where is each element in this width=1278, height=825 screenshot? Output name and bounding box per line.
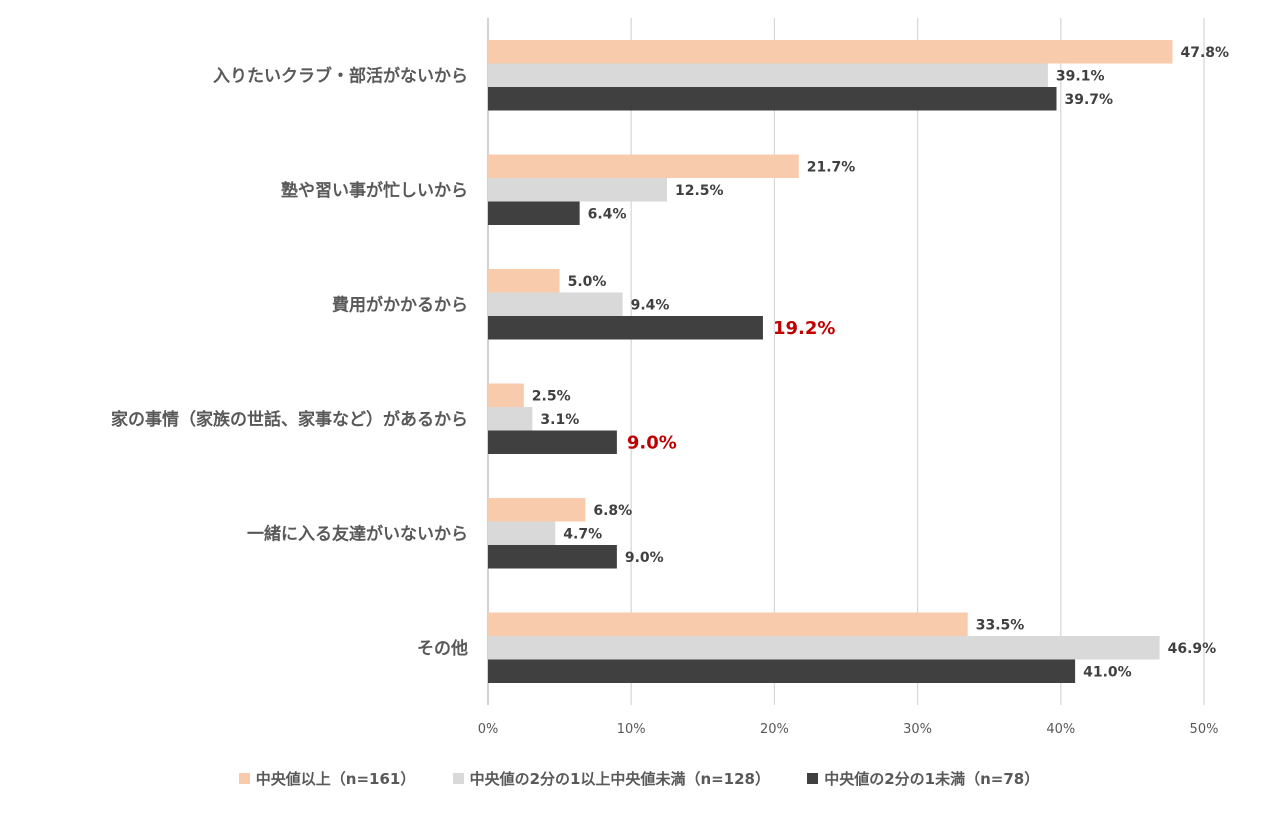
bar (488, 498, 586, 522)
bar (488, 383, 524, 407)
legend-swatch (452, 773, 464, 784)
data-label: 6.4% (588, 206, 627, 222)
data-label: 6.8% (593, 503, 632, 519)
x-tick-label: 0% (478, 722, 499, 737)
category-label: 費用がかかるから (332, 294, 468, 315)
legend-swatch (807, 773, 819, 784)
bar (488, 636, 1160, 660)
bar (488, 40, 1173, 64)
legend-label: 中央値の2分の1以上中央値未満（n=128） (469, 770, 770, 788)
data-label: 2.5% (532, 388, 571, 404)
data-label: 5.0% (568, 274, 607, 290)
bars (488, 40, 1173, 683)
bar (488, 292, 623, 316)
data-label: 9.4% (631, 297, 670, 313)
legend-label: 中央値以上（n=161） (255, 770, 416, 788)
bar (488, 612, 968, 636)
bar (488, 87, 1057, 111)
data-label: 39.7% (1065, 92, 1114, 108)
legend-item-below-half-median: 中央値の2分の1未満（n=78） (807, 768, 1039, 789)
bar (488, 63, 1048, 87)
legend-label: 中央値の2分の1未満（n=78） (824, 770, 1040, 788)
legend-swatch (238, 773, 250, 784)
data-label: 9.0% (627, 432, 677, 453)
bar (488, 178, 667, 202)
data-label: 4.7% (563, 526, 602, 542)
category-label: その他 (417, 638, 468, 659)
category-label: 家の事情（家族の世話、家事など）があるから (111, 409, 468, 430)
bar (488, 201, 580, 225)
category-labels: 入りたいクラブ・部活がないから塾や習い事が忙しいから費用がかかるから家の事情（家… (111, 65, 468, 659)
data-label: 19.2% (773, 318, 835, 339)
bar (488, 154, 799, 178)
bar (488, 521, 556, 545)
x-axis-ticks: 0% 10% 20% 30% 40% 50% (478, 722, 1219, 737)
bar (488, 316, 763, 340)
bar (488, 269, 560, 293)
x-tick-label: 30% (903, 722, 932, 737)
legend-item-half-to-median: 中央値の2分の1以上中央値未満（n=128） (452, 768, 770, 789)
x-tick-label: 10% (617, 722, 646, 737)
gridlines (487, 18, 1205, 705)
legend: 中央値以上（n=161） 中央値の2分の1以上中央値未満（n=128） 中央値の… (0, 768, 1278, 789)
x-tick-label: 40% (1046, 722, 1075, 737)
data-label: 41.0% (1083, 664, 1132, 680)
data-label: 33.5% (976, 617, 1025, 633)
bar (488, 545, 617, 569)
category-label: 一緒に入る友達がいないから (247, 523, 468, 544)
data-labels: 47.8% 39.1% 39.7% 21.7% 12.5% 6.4% 5.0% 9.4% 19.… (532, 45, 1229, 681)
category-label: 入りたいクラブ・部活がないから (213, 65, 468, 86)
category-label: 塾や習い事が忙しいから (281, 180, 468, 201)
data-label: 46.9% (1168, 641, 1217, 657)
x-tick-label: 50% (1190, 722, 1219, 737)
data-label: 47.8% (1180, 45, 1229, 61)
data-label: 21.7% (807, 159, 856, 175)
bar (488, 407, 533, 431)
x-tick-label: 20% (760, 722, 789, 737)
bar-chart: 47.8% 39.1% 39.7% 21.7% 12.5% 6.4% 5.0% 9.4% 19.… (111, 18, 1229, 737)
data-label: 12.5% (675, 183, 724, 199)
data-label: 9.0% (625, 550, 664, 566)
data-label: 3.1% (540, 412, 579, 428)
legend-item-above-median: 中央値以上（n=161） (238, 768, 416, 789)
bar (488, 430, 617, 454)
data-label: 39.1% (1056, 68, 1105, 84)
bar (488, 659, 1076, 683)
